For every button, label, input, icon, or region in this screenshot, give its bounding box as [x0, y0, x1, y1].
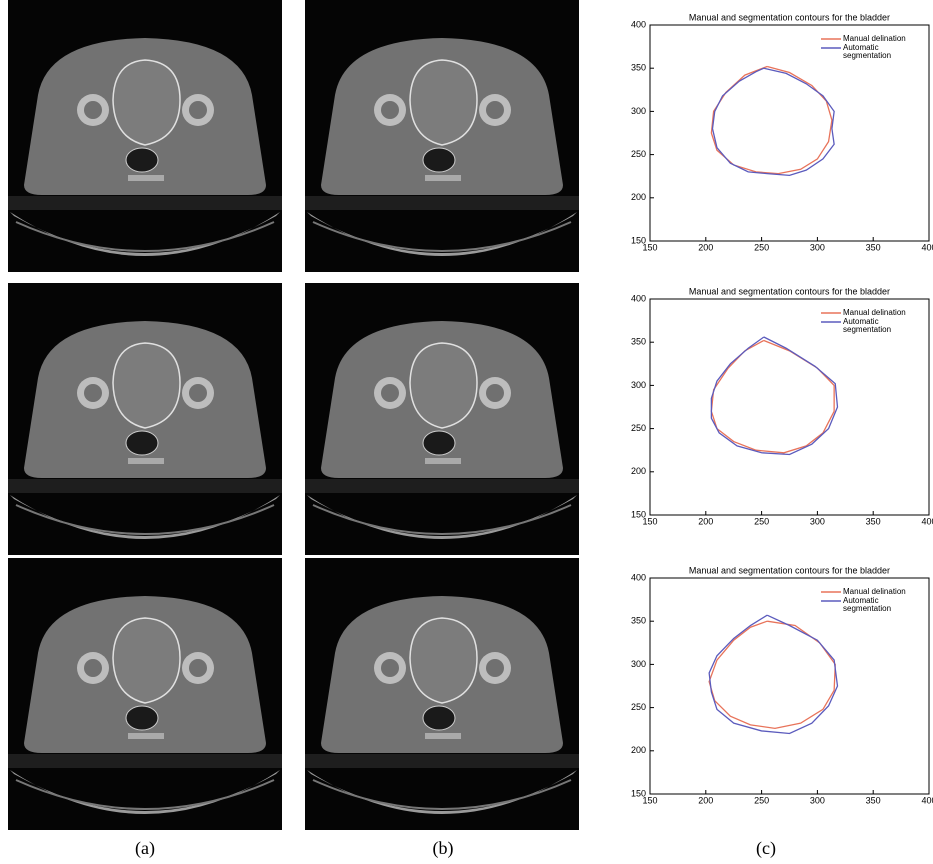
legend-label: Automatic segmentation — [843, 597, 892, 613]
x-tick-label: 350 — [866, 795, 881, 805]
y-tick-label: 350 — [631, 63, 646, 73]
y-tick-label: 150 — [631, 509, 646, 519]
y-tick-label: 350 — [631, 337, 646, 347]
x-tick-label: 400 — [921, 795, 933, 805]
legend-entry: Automatic segmentation — [843, 44, 892, 60]
x-tick-label: 200 — [698, 795, 713, 805]
legend-label: Manual delination — [843, 588, 906, 596]
y-tick-label: 300 — [631, 659, 646, 669]
chart-title: Manual and segmentation contours for the… — [689, 12, 890, 22]
ct-image — [7, 557, 283, 831]
y-tick-label: 400 — [631, 19, 646, 29]
plot-area — [649, 24, 930, 242]
contour-line — [711, 67, 835, 176]
legend-entry: Automatic segmentation — [843, 597, 892, 613]
legend-entry: Manual delination — [843, 588, 906, 596]
y-tick-label: 300 — [631, 106, 646, 116]
legend-entry: Manual delination — [843, 309, 906, 317]
y-tick-label: 250 — [631, 702, 646, 712]
legend-label: Manual delination — [843, 309, 906, 317]
x-tick-label: 400 — [921, 242, 933, 252]
ct-image — [304, 282, 580, 556]
x-tick-label: 250 — [754, 516, 769, 526]
contour-line — [710, 336, 839, 456]
y-tick-label: 150 — [631, 788, 646, 798]
legend-label: Manual delination — [843, 35, 906, 43]
y-tick-label: 250 — [631, 149, 646, 159]
plot-area — [649, 577, 930, 795]
plot-area — [649, 298, 930, 516]
caption: (a) — [135, 838, 155, 859]
ct-image — [304, 557, 580, 831]
x-tick-label: 300 — [810, 242, 825, 252]
contour-line — [708, 614, 839, 735]
legend-entry: Automatic segmentation — [843, 318, 892, 334]
legend-label: Automatic segmentation — [843, 44, 892, 60]
caption: (b) — [433, 838, 454, 859]
ct-image — [304, 0, 580, 273]
caption: (c) — [756, 838, 776, 859]
y-tick-label: 250 — [631, 423, 646, 433]
contour-line — [708, 620, 836, 729]
x-tick-label: 350 — [866, 242, 881, 252]
y-tick-label: 200 — [631, 466, 646, 476]
x-tick-label: 200 — [698, 242, 713, 252]
contour-line — [710, 339, 835, 454]
x-tick-label: 150 — [642, 242, 657, 252]
legend-label: Automatic segmentation — [843, 318, 892, 334]
x-tick-label: 250 — [754, 242, 769, 252]
x-tick-label: 300 — [810, 516, 825, 526]
x-tick-label: 200 — [698, 516, 713, 526]
y-tick-label: 350 — [631, 616, 646, 626]
x-tick-label: 350 — [866, 516, 881, 526]
legend-entry: Manual delination — [843, 35, 906, 43]
y-tick-label: 200 — [631, 192, 646, 202]
x-tick-label: 150 — [642, 516, 657, 526]
y-tick-label: 150 — [631, 235, 646, 245]
x-tick-label: 400 — [921, 516, 933, 526]
chart-title: Manual and segmentation contours for the… — [689, 286, 890, 296]
y-tick-label: 300 — [631, 380, 646, 390]
x-tick-label: 300 — [810, 795, 825, 805]
chart-title: Manual and segmentation contours for the… — [689, 565, 890, 575]
ct-image — [7, 0, 283, 273]
y-tick-label: 200 — [631, 745, 646, 755]
y-tick-label: 400 — [631, 572, 646, 582]
y-tick-label: 400 — [631, 293, 646, 303]
x-tick-label: 250 — [754, 795, 769, 805]
x-tick-label: 150 — [642, 795, 657, 805]
ct-image — [7, 282, 283, 556]
